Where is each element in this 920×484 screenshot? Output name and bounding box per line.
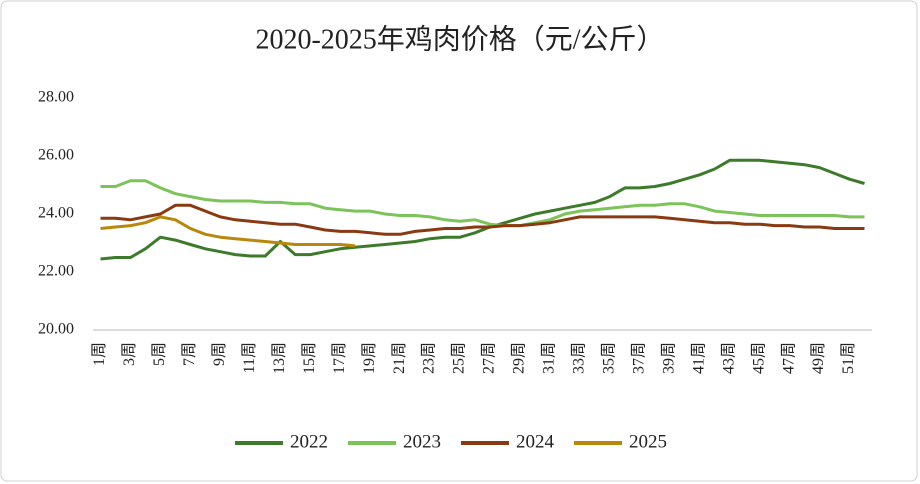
series-line [100,179,865,228]
x-tick-label: 15周 [301,342,318,374]
x-tick-label: 41周 [690,342,707,374]
legend-label: 2024 [516,431,555,452]
series-line [100,215,356,248]
x-tick-label: 49周 [810,342,827,374]
chart-title: 2020-2025年鸡肉价格（元/公斤） [255,23,664,55]
legend-label: 2025 [629,431,667,452]
series-line [100,203,865,236]
legend-label: 2023 [403,431,441,452]
y-tick-label: 20.00 [38,321,74,338]
y-tick-label: 24.00 [38,205,74,222]
x-tick-label: 39周 [660,342,677,374]
x-tick-label: 47周 [780,342,797,374]
series-line [100,158,865,261]
x-tick-label: 37周 [630,342,647,374]
x-tick-label: 25周 [451,342,468,374]
x-tick-label: 7周 [181,342,198,366]
x-tick-label: 5周 [151,342,168,366]
x-tick-label: 31周 [541,342,558,374]
x-tick-label: 43周 [720,342,737,374]
x-tick-label: 29周 [511,342,528,374]
y-tick-label: 28.00 [38,89,74,106]
x-tick-label: 17周 [331,342,348,374]
legend-label: 2022 [290,431,328,452]
x-tick-label: 45周 [750,342,767,374]
x-tick-label: 19周 [361,342,378,374]
x-tick-label: 9周 [211,342,228,366]
x-tick-label: 11周 [241,342,258,373]
x-tick-label: 1周 [91,342,108,366]
y-tick-label: 26.00 [38,147,74,164]
x-tick-label: 3周 [121,342,138,366]
x-tick-label: 27周 [481,342,498,374]
x-tick-label: 21周 [391,342,408,374]
y-tick-label: 22.00 [38,263,74,280]
x-tick-label: 33周 [571,342,588,374]
x-tick-label: 13周 [271,342,288,374]
x-tick-label: 35周 [601,342,618,374]
x-tick-label: 51周 [840,342,857,374]
x-tick-label: 23周 [421,342,438,374]
